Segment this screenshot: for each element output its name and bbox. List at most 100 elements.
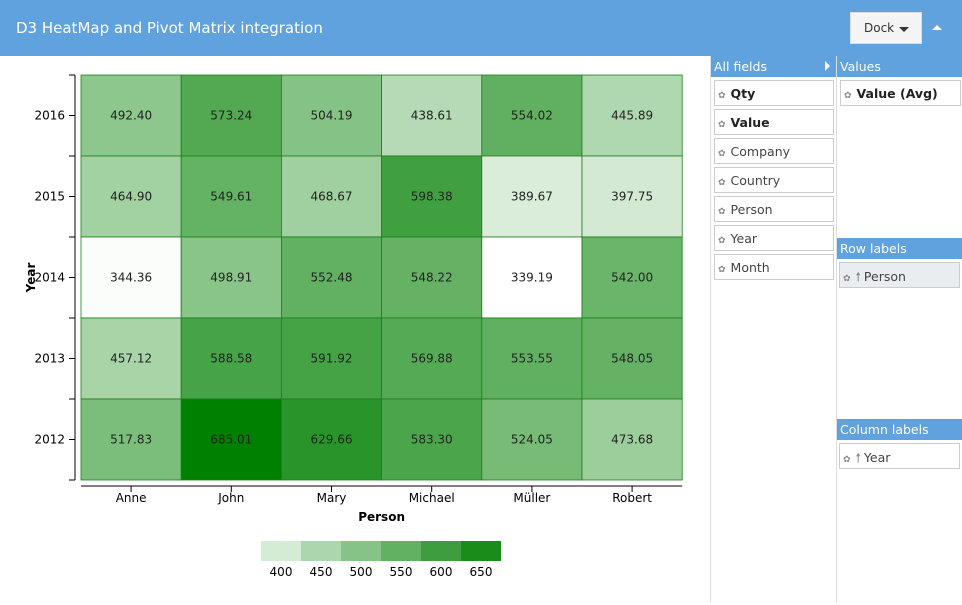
heatmap-cell[interactable]: [581, 74, 683, 157]
field-label: Month: [730, 260, 770, 275]
field-item[interactable]: ✿ Year: [714, 225, 834, 251]
cell-label: 588.58: [210, 352, 252, 366]
heatmap-cell[interactable]: [280, 317, 382, 400]
gear-icon[interactable]: ✿: [718, 207, 726, 217]
column-labels-header: Column labels: [837, 419, 962, 440]
collapse-icon[interactable]: [932, 25, 942, 30]
gear-icon[interactable]: ✿: [843, 274, 851, 284]
cell-label: 583.30: [411, 433, 453, 447]
heatmap-cell[interactable]: [80, 74, 182, 157]
cell-label: 344.36: [110, 271, 152, 285]
heatmap-cell[interactable]: [80, 317, 182, 400]
gear-icon[interactable]: ✿: [844, 91, 852, 101]
cell-label: 473.68: [611, 433, 653, 447]
x-tick-label: John: [217, 491, 244, 505]
field-label: Country: [730, 173, 781, 188]
gear-icon[interactable]: ✿: [718, 120, 726, 130]
gear-icon[interactable]: ✿: [718, 178, 726, 188]
gear-icon[interactable]: ✿: [718, 91, 726, 101]
field-item[interactable]: ✿ Value: [714, 109, 834, 135]
heatmap-cell[interactable]: [481, 236, 583, 319]
y-tick-label: 2016: [34, 109, 65, 123]
heatmap-cell[interactable]: [180, 317, 282, 400]
legend-swatch: [421, 541, 461, 561]
field-item[interactable]: ✿ Month: [714, 254, 834, 280]
field-item[interactable]: ✿ Country: [714, 167, 834, 193]
heatmap-cell[interactable]: [80, 236, 182, 319]
y-tick-label: 2012: [34, 433, 65, 447]
heatmap-cell[interactable]: [180, 155, 282, 238]
row-labels-header: Row labels: [837, 238, 962, 259]
field-item[interactable]: ✿ Person: [714, 196, 834, 222]
heatmap-cell[interactable]: [80, 398, 182, 481]
dock-label: Dock: [864, 21, 895, 35]
heatmap-chart: 492.40 573.24 504.19 438.61 554.02 445.89 464.…: [0, 56, 710, 602]
legend-label: 450: [310, 565, 333, 579]
legend-label: 550: [390, 565, 413, 579]
legend-swatch: [341, 541, 381, 561]
heatmap-cell[interactable]: [180, 74, 282, 157]
field-item[interactable]: ✿ Qty: [714, 80, 834, 106]
cell-label: 548.05: [611, 352, 653, 366]
gear-icon[interactable]: ✿: [718, 265, 726, 275]
expand-right-icon[interactable]: [825, 61, 830, 71]
all-fields-header[interactable]: All fields: [711, 56, 836, 77]
heatmap-cell[interactable]: [581, 398, 683, 481]
heatmap-cell[interactable]: [481, 317, 583, 400]
field-label: Year: [730, 231, 758, 246]
cell-label: 504.19: [311, 109, 353, 123]
heatmap-svg: 492.40 573.24 504.19 438.61 554.02 445.89 464.…: [24, 74, 683, 579]
heatmap-cell[interactable]: [581, 236, 683, 319]
sort-up-icon[interactable]: 🠕: [855, 450, 861, 465]
heatmap-cell[interactable]: [381, 74, 483, 157]
heatmap-cell[interactable]: [581, 155, 683, 238]
row-label-field[interactable]: ✿ 🠕 Person: [839, 262, 960, 288]
y-tick-label: 2013: [34, 352, 65, 366]
field-label: Value: [730, 115, 770, 130]
heatmap-cell[interactable]: [280, 236, 382, 319]
values-field[interactable]: ✿ Value (Avg): [840, 80, 961, 106]
cell-label: 548.22: [411, 271, 453, 285]
column-labels-label: Column labels: [840, 422, 929, 437]
cell-label: 552.48: [311, 271, 353, 285]
gear-icon[interactable]: ✿: [843, 455, 851, 465]
heatmap-cell[interactable]: [381, 236, 483, 319]
cell-label: 397.75: [611, 190, 653, 204]
cell-label: 554.02: [511, 109, 553, 123]
cell-label: 573.24: [210, 109, 252, 123]
cell-label: 553.55: [511, 352, 553, 366]
heatmap-cell[interactable]: [381, 398, 483, 481]
sort-up-icon[interactable]: 🠕: [855, 269, 861, 284]
cell-label: 542.00: [611, 271, 653, 285]
cell-label: 569.88: [411, 352, 453, 366]
cell-label: 339.19: [511, 271, 553, 285]
field-item[interactable]: ✿ Company: [714, 138, 834, 164]
x-tick-label: Robert: [612, 491, 652, 505]
pivot-panel: All fields ✿ Qty ✿ Value ✿ Company ✿ Country ✿ Pe…: [710, 56, 962, 602]
heatmap-cell[interactable]: [481, 74, 583, 157]
values-header: Values: [837, 56, 962, 77]
field-label: Year: [863, 450, 891, 465]
heatmap-cell[interactable]: [180, 236, 282, 319]
legend-swatch: [381, 541, 421, 561]
legend-label: 400: [270, 565, 293, 579]
cell-label: 389.67: [511, 190, 553, 204]
row-labels-label: Row labels: [840, 241, 907, 256]
dock-dropdown[interactable]: Dock: [850, 12, 922, 44]
cell-label: 468.67: [311, 190, 353, 204]
column-label-field[interactable]: ✿ 🠕 Year: [839, 443, 960, 469]
values-label: Values: [840, 59, 881, 74]
heatmap-cell[interactable]: [381, 155, 483, 238]
gear-icon[interactable]: ✿: [718, 149, 726, 159]
x-axis-label: Person: [358, 510, 405, 524]
legend-swatch: [301, 541, 341, 561]
heatmap-cell[interactable]: [581, 317, 683, 400]
legend-label: 600: [430, 565, 453, 579]
heatmap-cell[interactable]: [280, 74, 382, 157]
heatmap-cell[interactable]: [481, 398, 583, 481]
heatmap-cell[interactable]: [381, 317, 483, 400]
cell-label: 517.83: [110, 433, 152, 447]
gear-icon[interactable]: ✿: [718, 236, 726, 246]
heatmap-cell[interactable]: [280, 398, 382, 481]
caret-down-icon: [899, 27, 909, 32]
